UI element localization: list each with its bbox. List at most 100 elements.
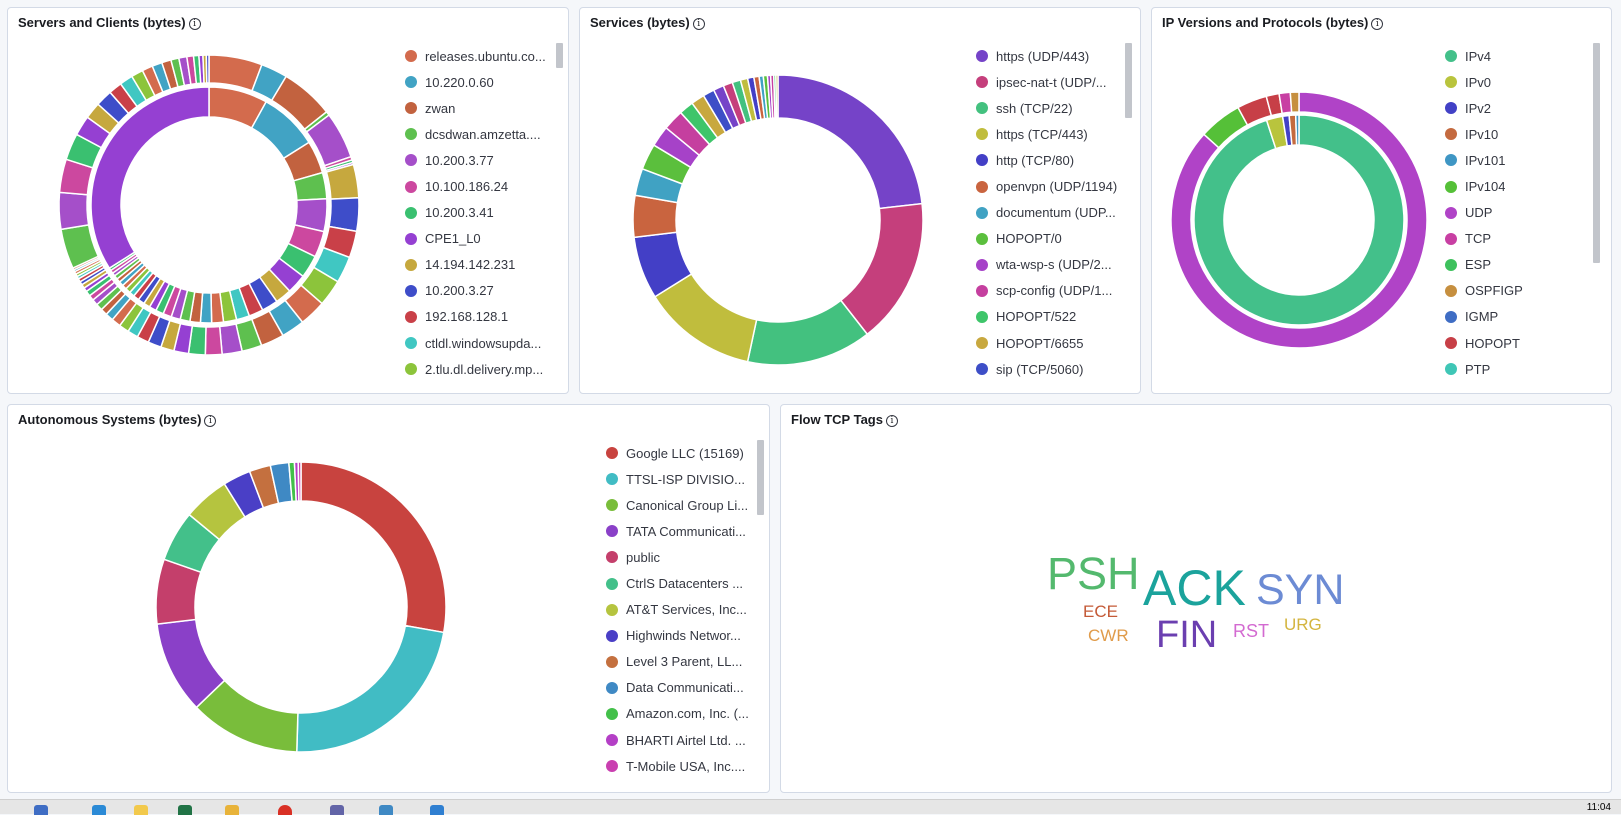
legend-item[interactable]: 10.200.3.41	[405, 200, 555, 226]
legend-item[interactable]: documentum (UDP...	[976, 200, 1124, 226]
legend-item[interactable]: AT&T Services, Inc...	[606, 597, 756, 623]
legend-item[interactable]: ctldl.windowsupda...	[405, 330, 555, 356]
spreadsheet-icon[interactable]	[178, 805, 192, 815]
app-icon[interactable]	[379, 805, 393, 815]
legend-item[interactable]: TTSL-ISP DIVISIO...	[606, 466, 756, 492]
legend-item[interactable]: TCP	[1445, 226, 1585, 252]
legend-item[interactable]: IPv4	[1445, 43, 1585, 69]
donut-slice[interactable]	[296, 624, 445, 753]
legend-item[interactable]: ipsec-nat-t (UDP/...	[976, 69, 1124, 95]
donut-slice[interactable]	[204, 325, 223, 356]
legend-item[interactable]: scp-config (UDP/1...	[976, 278, 1124, 304]
servers-donut-chart[interactable]	[53, 49, 393, 389]
legend-item[interactable]: Google LLC (15169)	[606, 440, 756, 466]
legend-item[interactable]: ssh (TCP/22)	[976, 95, 1124, 121]
legend-item[interactable]: wta-wsp-s (UDP/2...	[976, 252, 1124, 278]
legend-item[interactable]: https (TCP/443)	[976, 121, 1124, 147]
donut-slice[interactable]	[90, 86, 210, 270]
legend-item[interactable]: Amazon.com, Inc. (...	[606, 701, 756, 727]
donut-slice[interactable]	[300, 461, 447, 634]
legend-item[interactable]: BHARTI Airtel Ltd. ...	[606, 727, 756, 753]
legend-item[interactable]: 2.tlu.dl.delivery.mp...	[405, 356, 555, 382]
legend-item[interactable]: CtrlS Datacenters ...	[606, 570, 756, 596]
donut-slice[interactable]	[58, 191, 90, 231]
info-icon[interactable]: i	[885, 415, 898, 427]
chrome-icon[interactable]	[278, 805, 292, 815]
legend-item[interactable]: 14.194.142.231	[405, 252, 555, 278]
services-donut-chart[interactable]	[628, 70, 928, 370]
legend-item[interactable]: sip (TCP/5060)	[976, 356, 1124, 382]
legend-item[interactable]: releases.ubuntu.co...	[405, 43, 555, 69]
legend-item[interactable]: 10.200.3.27	[405, 278, 555, 304]
legend-item[interactable]: 10.100.186.24	[405, 173, 555, 199]
donut-slice[interactable]	[775, 74, 779, 119]
donut-slice[interactable]	[1294, 114, 1300, 146]
donut-slice[interactable]	[1289, 91, 1300, 114]
legend-item[interactable]: IGMP	[1445, 304, 1585, 330]
donut-slice[interactable]	[746, 299, 869, 366]
ip-protocols-donut-chart[interactable]	[1169, 90, 1429, 350]
legend-item[interactable]: UDP	[1445, 200, 1585, 226]
donut-slice[interactable]	[205, 54, 210, 84]
legend-item[interactable]: IPv10	[1445, 121, 1585, 147]
legend-item[interactable]: IPv101	[1445, 147, 1585, 173]
legend-scrollbar[interactable]	[1593, 43, 1600, 263]
legend-item[interactable]: CPE1_L0	[405, 226, 555, 252]
legend-item[interactable]: https (UDP/443)	[976, 43, 1124, 69]
legend-item[interactable]: HOPOPT/6655	[976, 330, 1124, 356]
legend-item[interactable]: zwan	[405, 95, 555, 121]
legend-item[interactable]: Level 3 Parent, LL...	[606, 649, 756, 675]
tag-word-psh[interactable]: PSH	[1047, 548, 1140, 599]
donut-slice[interactable]	[328, 196, 360, 233]
donut-slice[interactable]	[777, 74, 923, 210]
legend-item[interactable]: HOPOPT/522	[976, 304, 1124, 330]
legend-item[interactable]: IPv0	[1445, 69, 1585, 95]
legend-item[interactable]: 10.200.3.77	[405, 147, 555, 173]
legend-scrollbar[interactable]	[1125, 43, 1132, 118]
legend-item[interactable]: Canonical Group Li...	[606, 492, 756, 518]
legend-item[interactable]: dcsdwan.amzetta....	[405, 121, 555, 147]
legend-scrollbar[interactable]	[556, 43, 563, 68]
legend-scrollbar[interactable]	[757, 440, 764, 515]
app-icon[interactable]	[34, 805, 48, 815]
folder-icon[interactable]	[225, 805, 239, 815]
legend-item[interactable]: openvpn (UDP/1194)	[976, 173, 1124, 199]
legend-item[interactable]: T-Mobile USA, Inc....	[606, 753, 756, 779]
legend-item[interactable]: HOPOPT/0	[976, 226, 1124, 252]
legend-item[interactable]: IPv2	[1445, 95, 1585, 121]
info-icon[interactable]: i	[204, 415, 217, 427]
legend-item[interactable]: HOPOPT	[1445, 330, 1585, 356]
app-icon[interactable]	[430, 805, 444, 815]
pinned-app-icon[interactable]	[134, 805, 148, 815]
info-icon[interactable]: i	[1371, 18, 1384, 30]
legend-label: Amazon.com, Inc. (...	[626, 706, 749, 722]
donut-slice[interactable]	[297, 461, 302, 502]
tag-word-ack[interactable]: ACK	[1143, 560, 1246, 616]
browser-icon[interactable]	[92, 805, 106, 815]
tag-word-fin[interactable]: FIN	[1156, 614, 1218, 656]
info-icon[interactable]: i	[188, 18, 201, 30]
donut-slice[interactable]	[1170, 91, 1428, 349]
legend-item[interactable]: ESP	[1445, 252, 1585, 278]
legend-item[interactable]: TATA Communicati...	[606, 518, 756, 544]
legend-item[interactable]: Data Communicati...	[606, 675, 756, 701]
as-donut-chart[interactable]	[151, 457, 451, 757]
tag-word-urg[interactable]: URG	[1284, 615, 1322, 634]
legend-item[interactable]: http (TCP/80)	[976, 147, 1124, 173]
legend-swatch-icon	[976, 232, 988, 245]
donut-slice[interactable]	[839, 202, 924, 336]
legend-item[interactable]: PTP	[1445, 356, 1585, 382]
legend-item[interactable]: OSPFIGP	[1445, 278, 1585, 304]
legend-item[interactable]: 192.168.128.1	[405, 304, 555, 330]
tag-word-syn[interactable]: SYN	[1256, 566, 1345, 614]
legend-item[interactable]: IPv104	[1445, 173, 1585, 199]
legend-item[interactable]: public	[606, 544, 756, 570]
tag-word-rst[interactable]: RST	[1233, 621, 1269, 641]
teams-icon[interactable]	[330, 805, 344, 815]
info-icon[interactable]: i	[692, 18, 705, 30]
legend-item[interactable]: Highwinds Networ...	[606, 623, 756, 649]
donut-slice[interactable]	[1193, 114, 1405, 326]
tag-word-cwr[interactable]: CWR	[1088, 626, 1129, 645]
legend-item[interactable]: 10.220.0.60	[405, 69, 555, 95]
tag-word-ece[interactable]: ECE	[1083, 602, 1118, 621]
